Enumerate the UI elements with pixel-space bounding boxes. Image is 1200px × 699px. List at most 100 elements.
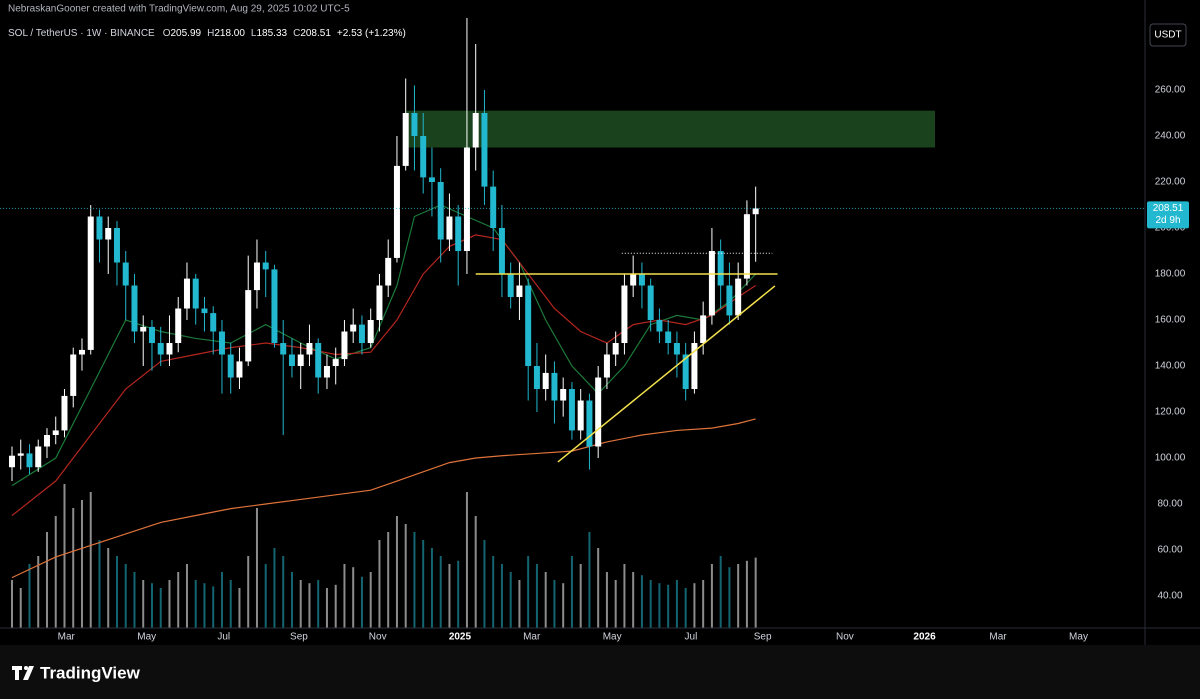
volume-bar bbox=[605, 572, 608, 628]
y-tick-label: 140.00 bbox=[1155, 361, 1186, 372]
volume-bar bbox=[334, 584, 337, 628]
volume-bar bbox=[483, 540, 486, 628]
candle-body bbox=[411, 112, 418, 136]
candle-body bbox=[140, 326, 147, 332]
ohlc-value: 205.99 bbox=[171, 28, 202, 39]
volume-bar bbox=[10, 580, 13, 628]
candle-body bbox=[630, 274, 637, 286]
candle-body bbox=[446, 216, 453, 240]
volume-bar bbox=[544, 572, 547, 628]
candle-body bbox=[603, 354, 610, 378]
volume-bar bbox=[37, 556, 40, 628]
y-tick-label: 160.00 bbox=[1155, 315, 1186, 326]
trend-line bbox=[557, 285, 776, 463]
volume-bar bbox=[80, 500, 83, 628]
candle-body bbox=[122, 262, 129, 286]
candle-body bbox=[26, 453, 33, 468]
candle-body bbox=[210, 313, 217, 332]
volume-bar bbox=[570, 556, 573, 628]
x-tick-label: Mar bbox=[523, 632, 541, 643]
x-tick-label: Sep bbox=[754, 632, 772, 643]
candle-body bbox=[245, 290, 252, 362]
volume-bar bbox=[728, 567, 731, 628]
volume-bar bbox=[693, 583, 696, 628]
volume-bar bbox=[623, 564, 626, 628]
ohlc-value: 208.51 bbox=[300, 28, 331, 39]
candle-body bbox=[323, 366, 330, 378]
x-tick-label: Sep bbox=[290, 632, 308, 643]
volume-bar bbox=[404, 524, 407, 628]
candle-body bbox=[280, 343, 287, 355]
volume-bar bbox=[387, 532, 390, 628]
volume-bar bbox=[19, 588, 22, 628]
candle-body bbox=[638, 274, 645, 286]
last-price-label: 208.51 bbox=[1153, 203, 1184, 214]
supply-zone bbox=[405, 110, 936, 148]
candle-body bbox=[35, 446, 42, 468]
ohlc-value: 185.33 bbox=[256, 28, 287, 39]
volume-bar bbox=[150, 583, 153, 628]
credit: NebraskanGooner created with TradingView… bbox=[8, 4, 350, 15]
volume-bar bbox=[457, 560, 460, 628]
ohlc-value: 218.00 bbox=[214, 28, 245, 39]
x-tick-label: May bbox=[137, 632, 156, 643]
candle-body bbox=[262, 262, 269, 270]
candle-body bbox=[201, 308, 208, 314]
volume-bar bbox=[527, 556, 530, 628]
volume-bar bbox=[255, 508, 258, 628]
candle-body bbox=[752, 208, 759, 215]
candle-body bbox=[61, 395, 68, 431]
volume-bar bbox=[667, 584, 670, 628]
candle-body bbox=[463, 147, 470, 252]
candle-body bbox=[227, 354, 234, 378]
candle-body bbox=[577, 400, 584, 431]
candle-body bbox=[708, 251, 715, 316]
legend: SOL / TetherUS · 1W · BINANCE O205.99 H218… bbox=[8, 28, 406, 39]
candle-body bbox=[52, 430, 59, 436]
candle-body bbox=[70, 354, 77, 396]
candle-body bbox=[551, 372, 558, 401]
candle-body bbox=[472, 112, 479, 148]
volume-bar bbox=[220, 572, 223, 628]
candle-body bbox=[358, 324, 365, 344]
volume-bar bbox=[352, 567, 355, 628]
volume-bar bbox=[264, 564, 267, 628]
candle-body bbox=[192, 278, 199, 309]
candle-body bbox=[437, 182, 444, 240]
candle-body bbox=[78, 349, 85, 355]
x-tick-label: Nov bbox=[369, 632, 387, 643]
volume-bar bbox=[142, 580, 145, 628]
volume-bar bbox=[745, 560, 748, 628]
candle-body bbox=[691, 343, 698, 390]
x-tick-label: Jul bbox=[685, 632, 698, 643]
last-price-box bbox=[1147, 201, 1189, 229]
candle-body bbox=[743, 214, 750, 279]
candle-body bbox=[428, 177, 435, 183]
volume-bar bbox=[658, 583, 661, 628]
currency-button[interactable] bbox=[1149, 23, 1187, 47]
candle-body bbox=[376, 285, 383, 321]
candle-body bbox=[682, 354, 689, 390]
candle-body bbox=[87, 216, 94, 350]
moving-average bbox=[11, 418, 756, 579]
volume-bar bbox=[518, 580, 521, 628]
volume-bar bbox=[89, 492, 92, 628]
x-tick-label: Jul bbox=[217, 632, 230, 643]
volume-bar bbox=[710, 564, 713, 628]
ohlc-key: C bbox=[293, 28, 300, 39]
y-tick-label: 180.00 bbox=[1155, 269, 1186, 280]
volume-bar bbox=[212, 586, 215, 628]
volume-bar bbox=[159, 588, 162, 628]
volume-bar bbox=[107, 548, 110, 628]
volume-bar bbox=[247, 556, 250, 628]
x-tick-label: 2025 bbox=[449, 632, 472, 643]
candle-body bbox=[455, 216, 462, 252]
currency[interactable]: USDT bbox=[1154, 30, 1181, 41]
volume-bar bbox=[562, 583, 565, 628]
volume-bar bbox=[299, 580, 302, 628]
volume-bar bbox=[640, 575, 643, 628]
volume-bar bbox=[675, 580, 678, 628]
volume-bar bbox=[553, 580, 556, 628]
